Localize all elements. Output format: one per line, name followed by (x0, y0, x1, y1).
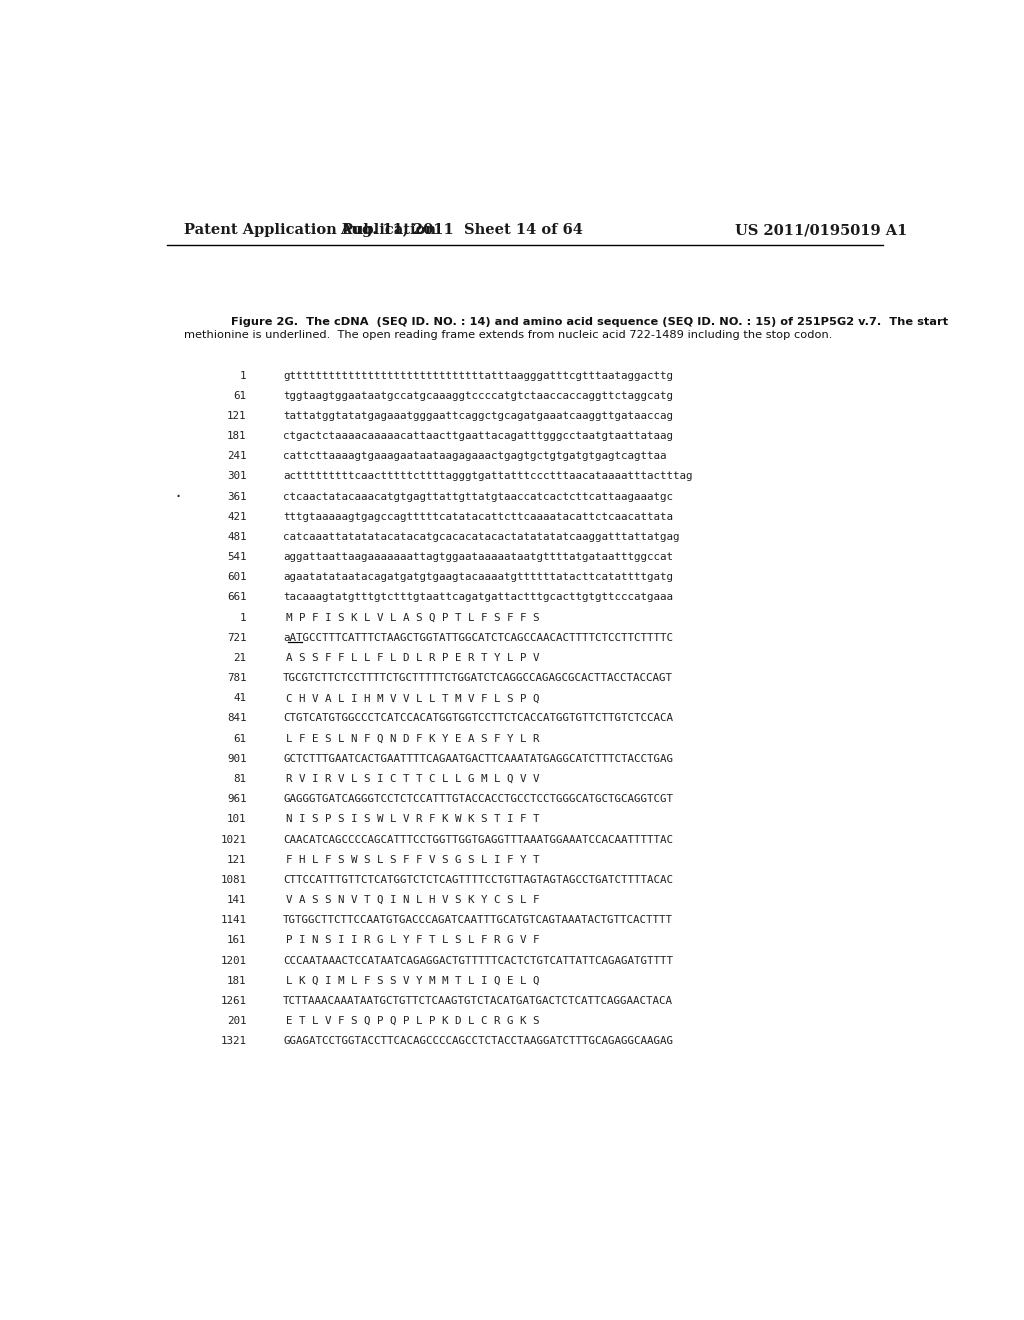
Text: 141: 141 (227, 895, 247, 906)
Text: 61: 61 (233, 391, 247, 401)
Text: 1261: 1261 (220, 995, 247, 1006)
Text: aATGCCTTTCATTTCTAAGCTGGTATTGGCATCTCAGCCAACACTTTTCTCCTTCTTTTC: aATGCCTTTCATTTCTAAGCTGGTATTGGCATCTCAGCCA… (283, 632, 673, 643)
Text: 1: 1 (240, 371, 247, 380)
Text: 661: 661 (227, 593, 247, 602)
Text: ·: · (173, 490, 182, 504)
Text: F H L F S W S L S F F V S G S L I F Y T: F H L F S W S L S F F V S G S L I F Y T (286, 855, 540, 865)
Text: V A S S N V T Q I N L H V S K Y C S L F: V A S S N V T Q I N L H V S K Y C S L F (286, 895, 540, 906)
Text: methionine is underlined.  The open reading frame extends from nucleic acid 722-: methionine is underlined. The open readi… (183, 330, 833, 339)
Text: 781: 781 (227, 673, 247, 684)
Text: A S S F F L L F L D L R P E R T Y L P V: A S S F F L L F L D L R P E R T Y L P V (286, 653, 540, 663)
Text: 181: 181 (227, 975, 247, 986)
Text: 1081: 1081 (220, 875, 247, 884)
Text: tttgtaaaaagtgagccagtttttcatatacattcttcaaaatacattctcaacattata: tttgtaaaaagtgagccagtttttcatatacattcttcaa… (283, 512, 673, 521)
Text: GAGGGTGATCAGGGTCCTCTCCATTTGTACCACCTGCCTCCTGGGCATGCTGCAGGTCGT: GAGGGTGATCAGGGTCCTCTCCATTTGTACCACCTGCCTC… (283, 795, 673, 804)
Text: 101: 101 (227, 814, 247, 825)
Text: L F E S L N F Q N D F K Y E A S F Y L R: L F E S L N F Q N D F K Y E A S F Y L R (286, 734, 540, 743)
Text: 1201: 1201 (220, 956, 247, 966)
Text: US 2011/0195019 A1: US 2011/0195019 A1 (735, 223, 908, 238)
Text: ctcaactatacaaacatgtgagttattgttatgtaaccatcactcttcattaagaaatgc: ctcaactatacaaacatgtgagttattgttatgtaaccat… (283, 491, 673, 502)
Text: 301: 301 (227, 471, 247, 482)
Text: 241: 241 (227, 451, 247, 461)
Text: 121: 121 (227, 855, 247, 865)
Text: TGCGTCTTCTCCTTTTCTGCTTTTTCTGGATCTCAGGCCAGAGCGCACTTACCTACCAGT: TGCGTCTTCTCCTTTTCTGCTTTTTCTGGATCTCAGGCCA… (283, 673, 673, 684)
Text: 541: 541 (227, 552, 247, 562)
Text: 61: 61 (233, 734, 247, 743)
Text: GGAGATCCTGGTACCTTCACAGCCCCAGCCTCTACCTAAGGATCTTTGCAGAGGCAAGAG: GGAGATCCTGGTACCTTCACAGCCCCAGCCTCTACCTAAG… (283, 1036, 673, 1047)
Text: 601: 601 (227, 573, 247, 582)
Text: 1141: 1141 (220, 915, 247, 925)
Text: agaatatataatacagatgatgtgaagtacaaaatgttttttatacttcatattttgatg: agaatatataatacagatgatgtgaagtacaaaatgtttt… (283, 573, 673, 582)
Text: N I S P S I S W L V R F K W K S T I F T: N I S P S I S W L V R F K W K S T I F T (286, 814, 540, 825)
Text: 421: 421 (227, 512, 247, 521)
Text: CTGTCATGTGGCCCTCATCCACATGGTGGTCCTTCTCACCATGGTGTTCTTGTCTCCACA: CTGTCATGTGGCCCTCATCCACATGGTGGTCCTTCTCACC… (283, 714, 673, 723)
Text: 961: 961 (227, 795, 247, 804)
Text: tacaaagtatgtttgtctttgtaattcagatgattactttgcacttgtgttcccatgaaa: tacaaagtatgtttgtctttgtaattcagatgattacttt… (283, 593, 673, 602)
Text: ctgactctaaaacaaaaacattaacttgaattacagatttgggcctaatgtaattataag: ctgactctaaaacaaaaacattaacttgaattacagattt… (283, 432, 673, 441)
Text: 481: 481 (227, 532, 247, 543)
Text: L K Q I M L F S S V Y M M T L I Q E L Q: L K Q I M L F S S V Y M M T L I Q E L Q (286, 975, 540, 986)
Text: gttttttttttttttttttttttttttttttatttaagggatttcgtttaataggacttg: gttttttttttttttttttttttttttttttatttaaggg… (283, 371, 673, 380)
Text: Patent Application Publication: Patent Application Publication (183, 223, 436, 238)
Text: CAACATCAGCCCCAGCATTTCCTGGTTGGTGAGGTTTAAATGGAAATCCACAATTTTTAC: CAACATCAGCCCCAGCATTTCCTGGTTGGTGAGGTTTAAA… (283, 834, 673, 845)
Text: C H V A L I H M V V L L T M V F L S P Q: C H V A L I H M V V L L T M V F L S P Q (286, 693, 540, 704)
Text: 841: 841 (227, 714, 247, 723)
Text: cattcttaaaagtgaaagaataataagagaaactgagtgctgtgatgtgagtcagttaa: cattcttaaaagtgaaagaataataagagaaactgagtgc… (283, 451, 667, 461)
Text: 201: 201 (227, 1016, 247, 1026)
Text: 41: 41 (233, 693, 247, 704)
Text: 121: 121 (227, 411, 247, 421)
Text: TGTGGCTTCTTCCAATGTGACCCAGATCAATTTGCATGTCAGTAAATACTGTTCACTTTT: TGTGGCTTCTTCCAATGTGACCCAGATCAATTTGCATGTC… (283, 915, 673, 925)
Text: GCTCTTTGAATCACTGAATTTTCAGAATGACTTCAAATATGAGGCATCTTTCTACCTGAG: GCTCTTTGAATCACTGAATTTTCAGAATGACTTCAAATAT… (283, 754, 673, 764)
Text: CTTCCATTTGTTCTCATGGTCTCTCAGTTTTCCTGTTAGTAGTAGCCTGATCTTTTACAC: CTTCCATTTGTTCTCATGGTCTCTCAGTTTTCCTGTTAGT… (283, 875, 673, 884)
Text: 361: 361 (227, 491, 247, 502)
Text: aggattaattaagaaaaaaattagtggaataaaaataatgttttatgataatttggccat: aggattaattaagaaaaaaattagtggaataaaaataatg… (283, 552, 673, 562)
Text: 161: 161 (227, 936, 247, 945)
Text: actttttttttcaactttttcttttagggtgattatttccctttaacataaaatttactttag: actttttttttcaactttttcttttagggtgattatttcc… (283, 471, 692, 482)
Text: 181: 181 (227, 432, 247, 441)
Text: CCCAATAAACTCCATAATCAGAGGACTGTTTTTCACTCTGTCATTATTCAGAGATGTTTT: CCCAATAAACTCCATAATCAGAGGACTGTTTTTCACTCTG… (283, 956, 673, 966)
Text: 21: 21 (233, 653, 247, 663)
Text: 1021: 1021 (220, 834, 247, 845)
Text: 721: 721 (227, 632, 247, 643)
Text: 81: 81 (233, 774, 247, 784)
Text: TCTTAAACAAATAATGCTGTTCTCAAGTGTCTACATGATGACTCTCATTCAGGAACTACA: TCTTAAACAAATAATGCTGTTCTCAAGTGTCTACATGATG… (283, 995, 673, 1006)
Text: 1: 1 (240, 612, 247, 623)
Text: Figure 2G.  The cDNA  (SEQ ID. NO. : 14) and amino acid sequence (SEQ ID. NO. : : Figure 2G. The cDNA (SEQ ID. NO. : 14) a… (231, 317, 948, 327)
Text: 1321: 1321 (220, 1036, 247, 1047)
Text: E T L V F S Q P Q P L P K D L C R G K S: E T L V F S Q P Q P L P K D L C R G K S (286, 1016, 540, 1026)
Text: tggtaagtggaataatgccatgcaaaggtccccatgtctaaccaccaggttctaggcatg: tggtaagtggaataatgccatgcaaaggtccccatgtcta… (283, 391, 673, 401)
Text: tattatggtatatgagaaatgggaattcaggctgcagatgaaatcaaggttgataaccag: tattatggtatatgagaaatgggaattcaggctgcagatg… (283, 411, 673, 421)
Text: Aug. 11, 2011  Sheet 14 of 64: Aug. 11, 2011 Sheet 14 of 64 (340, 223, 583, 238)
Text: M P F I S K L V L A S Q P T L F S F F S: M P F I S K L V L A S Q P T L F S F F S (286, 612, 540, 623)
Text: P I N S I I R G L Y F T L S L F R G V F: P I N S I I R G L Y F T L S L F R G V F (286, 936, 540, 945)
Text: R V I R V L S I C T T C L L G M L Q V V: R V I R V L S I C T T C L L G M L Q V V (286, 774, 540, 784)
Text: 901: 901 (227, 754, 247, 764)
Text: catcaaattatatatacatacatgcacacatacactatatatatcaaggatttattatgag: catcaaattatatatacatacatgcacacatacactatat… (283, 532, 680, 543)
